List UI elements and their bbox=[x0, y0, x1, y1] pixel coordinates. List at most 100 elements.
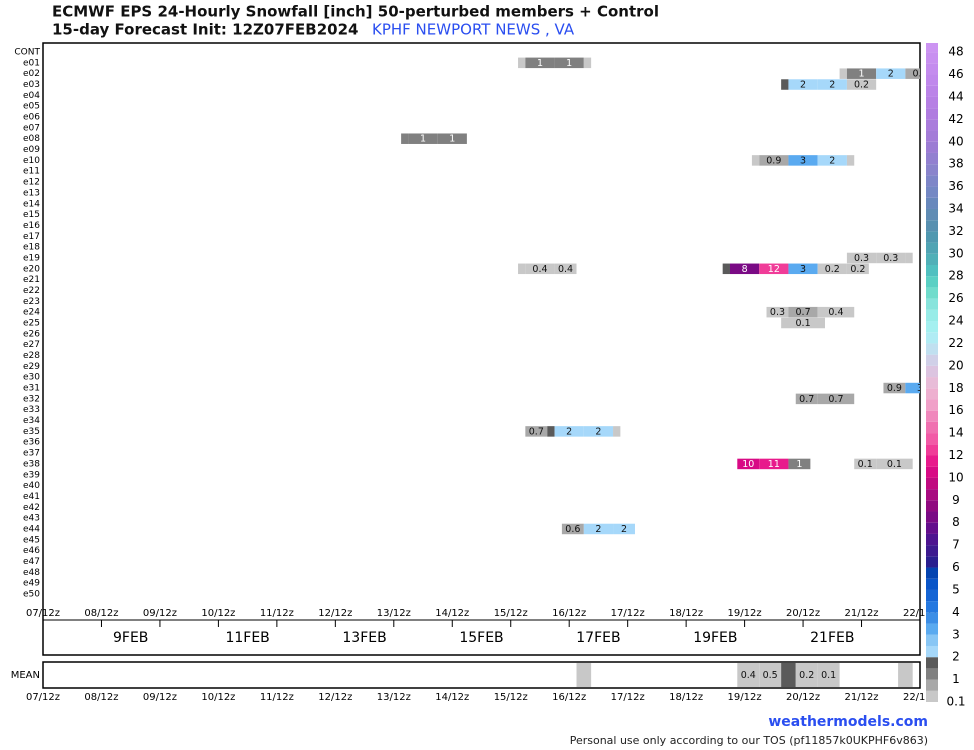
date-label: 19FEB bbox=[693, 630, 737, 646]
colorbar-segment bbox=[926, 466, 938, 478]
colorbar-segment bbox=[926, 679, 938, 691]
x-tick-label: 19/12z bbox=[728, 608, 762, 619]
snow-cell bbox=[525, 426, 548, 437]
x-tick-label: 18/12z bbox=[669, 692, 703, 703]
snow-cell bbox=[905, 68, 920, 79]
snow-cell bbox=[525, 263, 555, 275]
colorbar-segment bbox=[926, 43, 938, 53]
snow-cell bbox=[846, 263, 869, 275]
cell-label: 3 bbox=[917, 383, 923, 394]
colorbar-segment bbox=[926, 601, 938, 613]
x-tick-label: 17/12z bbox=[611, 608, 645, 619]
member-label: e31 bbox=[23, 384, 40, 394]
chart-title: ECMWF EPS 24-Hourly Snowfall [inch] 50-p… bbox=[52, 3, 659, 21]
cell-label: 1 bbox=[859, 69, 865, 80]
colorbar-label: 5 bbox=[952, 582, 960, 596]
colorbar-label: 1 bbox=[952, 672, 960, 686]
colorbar-label: 4 bbox=[952, 605, 960, 619]
snow-cell bbox=[817, 663, 840, 687]
cell-label: 0.3 bbox=[770, 307, 785, 318]
x-tick-label: 16/12z bbox=[552, 692, 586, 703]
member-label: e03 bbox=[23, 80, 40, 90]
colorbar-segment bbox=[926, 433, 938, 445]
member-label: e10 bbox=[23, 156, 40, 166]
x-tick-label: 22/12z bbox=[903, 608, 937, 619]
member-label: e34 bbox=[23, 416, 40, 426]
colorbar-segment bbox=[926, 231, 938, 243]
snow-cell bbox=[525, 57, 555, 69]
snow-cell bbox=[817, 263, 847, 275]
colorbar-segment bbox=[926, 690, 938, 702]
colorbar-label: 0.1 bbox=[946, 695, 965, 709]
cell-label: 3 bbox=[800, 264, 806, 275]
colorbar-label: 2 bbox=[952, 650, 960, 664]
colorbar-segment bbox=[926, 567, 938, 579]
snow-cell bbox=[795, 663, 818, 687]
colorbar-label: 42 bbox=[948, 112, 963, 126]
mean-frame bbox=[42, 661, 921, 689]
snow-cell bbox=[876, 68, 906, 79]
colorbar-segment bbox=[926, 208, 938, 221]
colorbar-label: 34 bbox=[948, 201, 963, 215]
cell-label: 2 bbox=[829, 155, 835, 166]
snow-cell bbox=[766, 306, 789, 318]
cell-label: 12 bbox=[768, 264, 780, 275]
colorbar-segment bbox=[926, 545, 938, 557]
colorbar-segment bbox=[926, 489, 938, 501]
snow-cell bbox=[737, 458, 760, 470]
x-tick-label: 09/12z bbox=[143, 692, 177, 703]
member-label: e04 bbox=[23, 91, 40, 101]
colorbar-segment bbox=[926, 85, 938, 97]
x-tick-label: 13/12z bbox=[377, 692, 411, 703]
date-label: 11FEB bbox=[225, 630, 269, 646]
cell-label: 0.9 bbox=[887, 383, 902, 394]
colorbar-segment bbox=[926, 119, 938, 131]
colorbar-segment bbox=[926, 321, 938, 333]
x-tick-label: 21/12z bbox=[844, 692, 878, 703]
cell-label: 2 bbox=[829, 80, 835, 91]
member-label: e43 bbox=[23, 514, 40, 524]
colorbar-segment bbox=[926, 309, 938, 322]
member-label: e21 bbox=[23, 275, 40, 285]
cell-label: 10 bbox=[742, 459, 754, 470]
snow-cell bbox=[846, 155, 855, 166]
snow-cell bbox=[408, 133, 438, 144]
cell-label: 0.4 bbox=[532, 264, 547, 275]
cell-label: 0.4 bbox=[741, 670, 756, 681]
member-label: e15 bbox=[23, 210, 40, 220]
snow-cell bbox=[788, 458, 811, 470]
member-label: e37 bbox=[23, 449, 40, 459]
colorbar-segment bbox=[926, 365, 938, 378]
member-label: e07 bbox=[23, 123, 40, 133]
cell-label: 0.2 bbox=[799, 670, 814, 681]
mean-cells: 0.4 0.5 0.2 0.1 bbox=[576, 663, 913, 687]
member-label: e01 bbox=[23, 58, 40, 68]
snow-cell bbox=[846, 79, 877, 90]
member-label: e11 bbox=[23, 167, 40, 177]
snow-cell bbox=[846, 252, 877, 264]
cell-label: 0.3 bbox=[883, 253, 898, 264]
member-label: e41 bbox=[23, 492, 40, 502]
snow-cell bbox=[854, 458, 877, 470]
snow-cell bbox=[737, 663, 760, 687]
x-tick-label: 22/12z bbox=[903, 692, 937, 703]
snow-cell bbox=[905, 382, 920, 394]
member-label: e48 bbox=[23, 568, 40, 578]
colorbar-segment bbox=[926, 511, 938, 523]
x-tick-label: 17/12z bbox=[611, 692, 645, 703]
colorbar-segment bbox=[926, 164, 938, 176]
colorbar-segment bbox=[926, 500, 938, 512]
snow-cell bbox=[788, 79, 818, 90]
snow-cell bbox=[905, 252, 913, 264]
snow-cell bbox=[788, 306, 818, 318]
colorbar-segment bbox=[926, 96, 938, 109]
colorbar-segment bbox=[926, 668, 938, 680]
snow-cell bbox=[795, 393, 818, 405]
cell-label: 0.7 bbox=[799, 394, 814, 405]
colorbar-segment bbox=[926, 623, 938, 635]
x-tick-label: 07/12z bbox=[26, 608, 60, 619]
colorbar-label: 16 bbox=[948, 403, 963, 417]
snow-cell bbox=[576, 663, 592, 687]
member-label: e42 bbox=[23, 503, 40, 513]
member-label: e08 bbox=[23, 134, 40, 144]
